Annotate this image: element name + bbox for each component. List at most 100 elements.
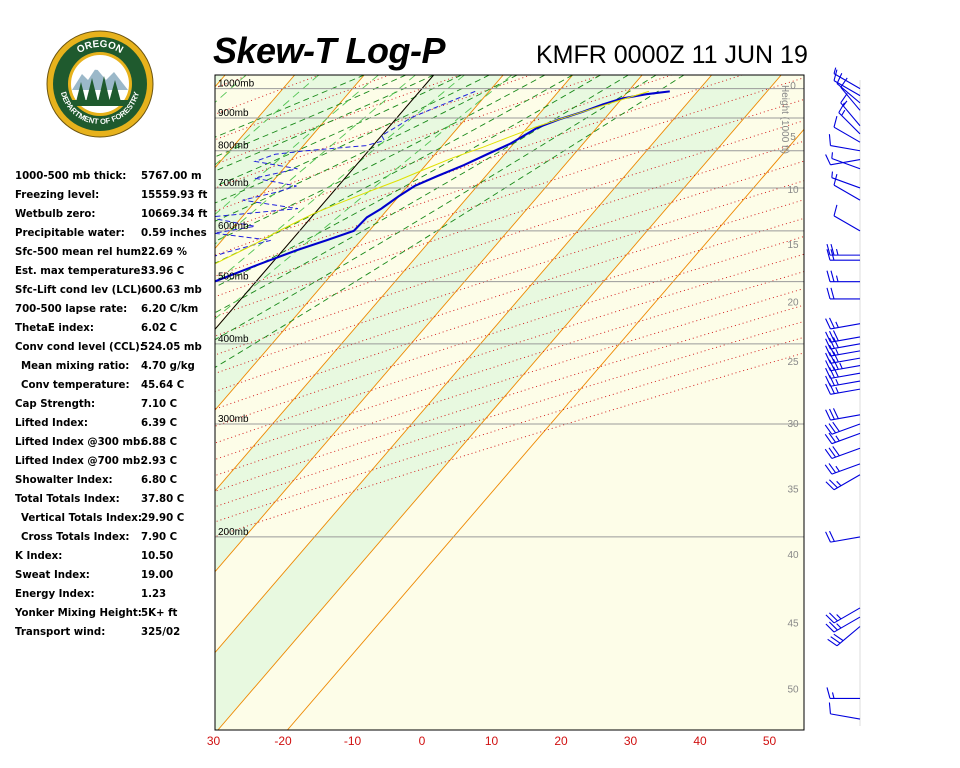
wind-barb-staff — [833, 215, 861, 232]
index-value: 15559.93 ft — [141, 190, 208, 201]
index-label: Total Totals Index: — [15, 494, 120, 505]
isotherm-band — [215, 75, 226, 87]
wind-barb-flag — [840, 77, 848, 88]
index-label: Est. max temperature: — [15, 266, 145, 277]
index-value: 600.63 mb — [141, 285, 202, 296]
index-label: Lifted Index @700 mb: — [15, 456, 145, 467]
isotherm-line — [287, 128, 804, 730]
height-tick-label: 50 — [787, 685, 799, 696]
wind-barb-flag — [825, 623, 835, 633]
wind-barb-flag — [833, 633, 844, 642]
index-label: Yonker Mixing Height: — [15, 608, 142, 619]
index-label: Conv cond level (CCL): — [15, 342, 144, 353]
index-row: Freezing level: 15559.93 ft — [15, 186, 215, 205]
wind-barb-flag — [833, 116, 838, 128]
index-row: Sfc-Lift cond lev (LCL): 600.63 mb — [15, 281, 215, 300]
wind-barb-flag — [825, 481, 835, 491]
isobar-label: 600mb — [218, 221, 249, 232]
wind-barb — [825, 154, 861, 166]
wind-barb-flag — [832, 366, 839, 378]
index-row: Conv temperature: 45.64 C — [15, 376, 215, 395]
wind-barb-flag — [829, 352, 835, 363]
wind-barb-flag — [825, 383, 831, 395]
isotherm-line — [0, 75, 86, 730]
isotherm-line — [215, 75, 713, 654]
height-axis-title: Height (1000 ft) — [779, 85, 790, 154]
isotherm-line — [215, 75, 226, 88]
height-tick-label: 25 — [787, 357, 799, 368]
freezing-isotherm-line — [215, 75, 435, 331]
wind-barb-flag — [829, 530, 835, 542]
index-label: Transport wind: — [15, 627, 106, 638]
wind-barb-flag — [833, 173, 838, 186]
isobar-label: 400mb — [218, 334, 249, 345]
height-tick-label: 35 — [787, 484, 799, 495]
wind-barb-staff — [830, 388, 861, 395]
dry-adiabat-line — [215, 75, 743, 256]
wind-barb — [825, 530, 861, 543]
logo-top-text: OREGON — [75, 39, 125, 56]
wind-barb — [825, 337, 861, 350]
index-label: Sweat Index: — [15, 570, 90, 581]
index-row: Lifted Index @300 mb: 6.88 C — [15, 433, 215, 452]
wind-barb — [828, 702, 861, 720]
mixing-ratio-label: 5 — [54, 401, 67, 412]
wind-barb-flag — [832, 408, 839, 419]
height-tick-label: 15 — [787, 240, 799, 251]
wind-barb — [825, 383, 861, 395]
wind-barb-flag — [829, 408, 835, 420]
wind-barb-flag — [830, 287, 835, 300]
isotherm-line — [217, 75, 782, 730]
wind-barb — [833, 67, 861, 90]
isobar-label: 500mb — [218, 272, 249, 283]
wind-barb-half-flag — [835, 435, 840, 442]
wind-barb-flag — [825, 338, 831, 350]
isobar-label: 900mb — [218, 108, 249, 119]
wind-barb-flag — [826, 687, 831, 699]
x-axis-tick-label: 50 — [763, 734, 777, 748]
wind-barb — [826, 249, 860, 261]
wind-barb — [824, 463, 861, 475]
wind-barb-flag — [825, 409, 831, 421]
wind-barb-flag — [829, 367, 835, 378]
index-value: 6.88 C — [141, 437, 178, 448]
wind-barb — [824, 421, 861, 435]
index-row: Energy Index: 1.23 — [15, 585, 215, 604]
chart-title: Skew-T Log-P — [213, 30, 446, 71]
wind-barb-flag — [829, 344, 835, 356]
index-row: Yonker Mixing Height: 5K+ ft — [15, 604, 215, 623]
wind-barb-half-flag — [835, 387, 839, 394]
wind-barb-flag — [824, 464, 833, 475]
moist-adiabat-line — [215, 75, 629, 314]
index-row: Transport wind: 325/02 — [15, 623, 215, 642]
wind-barb-staff — [830, 323, 861, 330]
wind-barb — [825, 474, 861, 491]
wind-barb-staff — [831, 432, 861, 445]
x-axis-tick-label: -20 — [274, 734, 292, 748]
index-row: Vertical Totals Index: 29.90 C — [15, 509, 215, 528]
wind-barb-flag — [824, 424, 833, 435]
isobar-label: 300mb — [218, 414, 249, 425]
wind-barb-half-flag — [835, 275, 839, 282]
height-tick-label: 5 — [790, 132, 796, 143]
height-tick-label: 45 — [787, 619, 799, 630]
wind-barb-flag — [826, 243, 831, 256]
wind-barb-staff — [833, 474, 861, 491]
wind-barb-flag — [828, 432, 837, 443]
wind-barb-flag — [832, 351, 839, 363]
index-row: K Index: 10.50 — [15, 547, 215, 566]
wind-barb-staff — [830, 144, 861, 152]
moist-adiabat-line — [215, 75, 490, 204]
wind-barb-half-flag — [831, 171, 833, 178]
wind-barb — [833, 116, 861, 143]
index-row: Sfc-500 mean rel hum: 22.69 % — [15, 243, 215, 262]
wind-barb-flag — [825, 352, 831, 364]
index-value: 7.90 C — [141, 532, 178, 543]
index-row: Total Totals Index: 37.80 C — [15, 490, 215, 509]
wind-barb-flag — [828, 463, 837, 474]
dry-adiabat-line — [215, 120, 804, 318]
index-value: 4.70 g/kg — [141, 361, 195, 372]
wind-barb-flag — [828, 479, 838, 489]
